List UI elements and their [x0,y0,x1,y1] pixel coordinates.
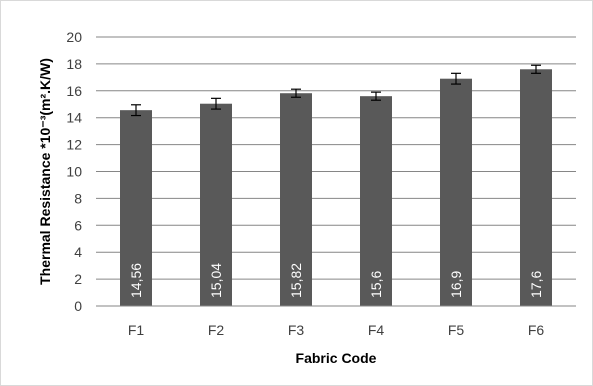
error-bar [211,97,221,110]
data-label: 15,6 [368,271,384,298]
bar [520,69,552,306]
x-tick-label: F1 [128,322,145,338]
y-tick-label: 8 [74,190,82,206]
bar [120,110,152,306]
error-bars [131,64,541,117]
y-axis-title: Thermal Resistance *10⁻³(m².K/W) [37,58,53,285]
data-labels: 14,56 15,04 15,82 15,6 16,9 17,6 [128,263,544,298]
y-tick-label: 14 [66,110,82,126]
data-label: 15,04 [208,263,224,298]
bar [200,103,232,306]
x-tick-label: F2 [208,322,225,338]
data-label: 14,56 [128,263,144,298]
x-tick-label: F5 [448,322,465,338]
error-bar [291,88,301,98]
error-bar [131,104,141,117]
bar [440,78,472,306]
y-tick-label: 0 [74,298,82,314]
x-tick-label: F3 [288,322,305,338]
y-tick-label: 20 [66,29,82,45]
x-tick-label: F4 [368,322,385,338]
y-tick-label: 18 [66,56,82,72]
y-tick-label: 4 [74,244,82,260]
error-bar [451,72,461,85]
x-axis-title: Fabric Code [296,350,377,366]
y-tick-label: 16 [66,83,82,99]
data-label: 15,82 [288,263,304,298]
x-tick-labels: F1 F2 F3 F4 F5 F6 [128,322,545,338]
bars [120,69,552,307]
y-tick-label: 2 [74,271,82,287]
error-bar [531,64,541,74]
y-tick-label: 6 [74,217,82,233]
x-tick-label: F6 [528,322,545,338]
bar [280,93,312,306]
y-tick-labels: 0 2 4 6 8 10 12 14 16 18 20 [66,29,82,314]
y-tick-label: 12 [66,137,82,153]
data-label: 16,9 [448,271,464,298]
y-tick-label: 10 [66,164,82,180]
error-bar [371,91,381,101]
data-label: 17,6 [528,271,544,298]
bar [360,96,392,307]
gridlines [96,36,576,280]
